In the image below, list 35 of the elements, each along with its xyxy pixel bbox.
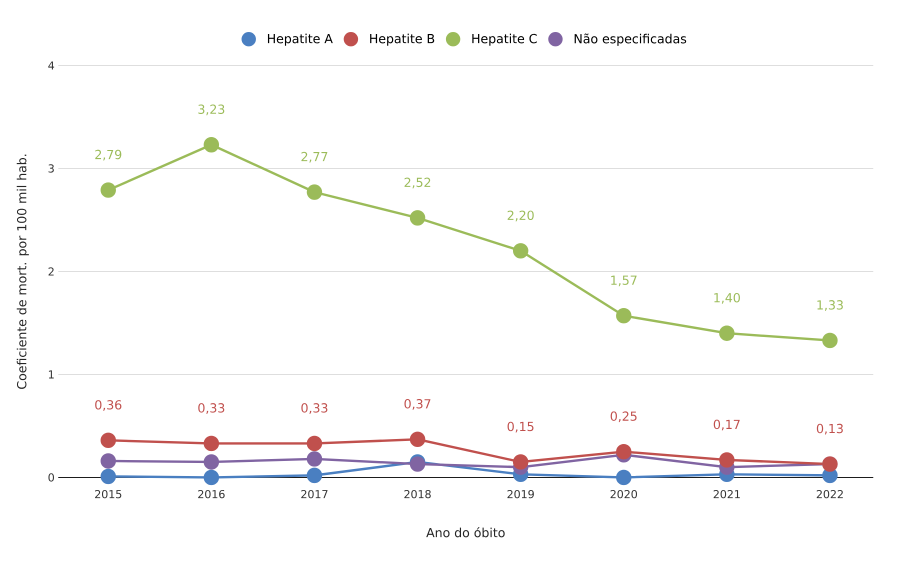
- data-label: 2,52: [404, 178, 430, 188]
- data-label: 1,57: [611, 276, 637, 286]
- x-tick-label: 2022: [816, 490, 843, 498]
- x-tick-label: 2016: [198, 490, 225, 498]
- data-label: 2,79: [95, 150, 122, 161]
- y-tick-label: 3: [48, 164, 54, 173]
- legend-label: Não especificadas: [574, 34, 686, 46]
- x-tick-label: 2017: [301, 490, 328, 498]
- x-tick-label: 2019: [507, 490, 534, 498]
- y-tick-label: 1: [48, 370, 54, 378]
- data-label: 2,77: [301, 152, 328, 163]
- legend-label: Hepatite A: [268, 34, 333, 46]
- data-label: 0,15: [508, 422, 534, 432]
- x-tick-label: 2020: [610, 490, 637, 498]
- legend-label: Hepatite C: [472, 34, 537, 46]
- y-tick-label: 0: [48, 473, 54, 482]
- y-tick-label: 2: [48, 267, 54, 276]
- y-axis-title: Coeficiente de mort. por 100 mil hab.: [16, 154, 29, 389]
- x-tick-label: 2018: [404, 490, 431, 498]
- data-label: 0,33: [198, 403, 224, 414]
- x-tick-label: 2021: [714, 490, 740, 498]
- data-label: 1,33: [817, 300, 843, 311]
- x-axis-title: Ano do óbito: [426, 527, 505, 538]
- data-label: 3,23: [198, 104, 224, 116]
- y-tick-label: 4: [48, 61, 54, 70]
- x-tick-label: 2015: [95, 490, 122, 498]
- legend-label: Hepatite B: [370, 34, 434, 46]
- data-label: 0,36: [95, 400, 122, 411]
- data-label: 1,40: [714, 292, 740, 304]
- data-label: 0,37: [404, 399, 430, 410]
- data-label: 0,13: [816, 424, 843, 435]
- data-label: 0,33: [301, 403, 328, 414]
- data-label: 0,17: [714, 420, 740, 430]
- data-label: 2,20: [508, 210, 534, 222]
- data-label: 0,25: [610, 411, 637, 422]
